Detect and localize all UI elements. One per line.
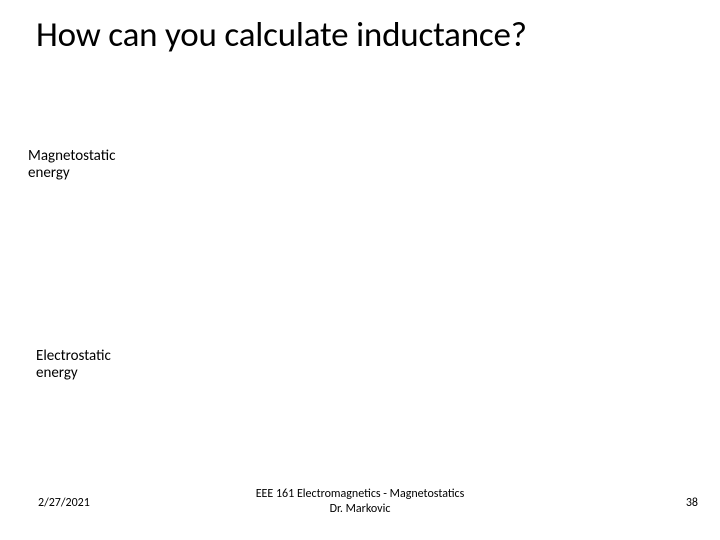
label-magnetostatic-energy: Magnetostaticenergy — [28, 148, 115, 183]
footer-center: EEE 161 Electromagnetics - Magnetostatic… — [0, 487, 720, 516]
footer-course: EEE 161 Electromagnetics - Magnetostatic… — [0, 487, 720, 501]
page-title: How can you calculate inductance? — [36, 14, 700, 56]
footer-author: Dr. Markovic — [0, 502, 720, 516]
label-electrostatic-energy: Electrostaticenergy — [36, 348, 111, 383]
footer-page-number: 38 — [686, 496, 698, 510]
slide: How can you calculate inductance? Magnet… — [0, 0, 720, 540]
